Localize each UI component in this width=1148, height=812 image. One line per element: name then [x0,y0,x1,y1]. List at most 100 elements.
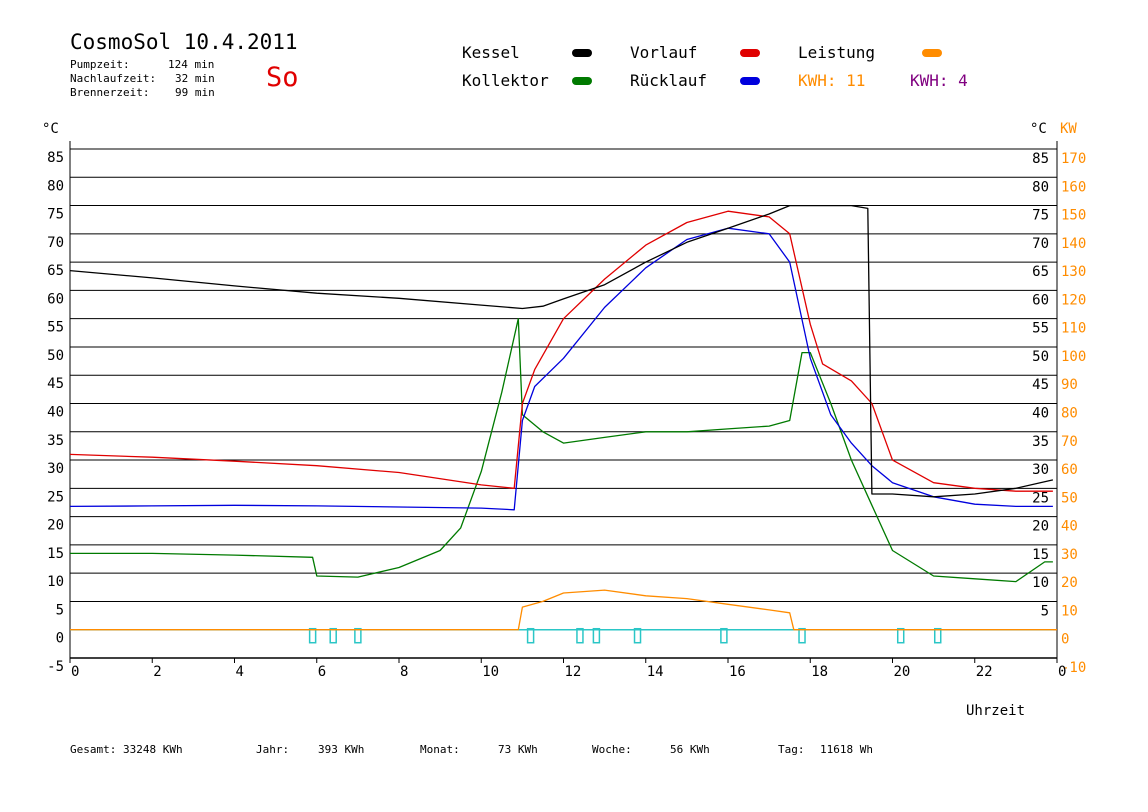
page-title: CosmoSol 10.4.2011 [70,30,298,54]
stat-pumpzeit: Pumpzeit: 124 min [70,58,214,71]
y-tick-label-right-kw: 70 [1061,434,1078,450]
stat-value: 124 min [168,58,215,71]
stat-label: Nachlaufzeit: [70,72,157,85]
y-tick-label-right-c: 65 [1032,264,1049,280]
y-tick-label-right-kw: 160 [1061,179,1086,195]
legend-vorlauf-swatch [740,49,760,57]
marker-bar [633,627,642,644]
x-tick-label: 18 [811,664,828,680]
y-tick-label-right-kw: 110 [1061,321,1086,337]
stat-value: 99 min [175,86,215,99]
y-tick-label-right-c: 35 [1032,434,1049,450]
y-tick-label-left: 5 [56,602,64,618]
y-tick-label-right-c: 45 [1032,377,1049,393]
y-tick-label-right-c: 40 [1032,406,1049,422]
y-tick-label-right-c: 60 [1032,292,1049,308]
footer-value: 393 KWh [318,743,365,756]
y-tick-label-right-kw: 10 [1061,603,1078,619]
y-tick-label-left: 30 [47,461,64,477]
x-tick-label: 16 [729,664,746,680]
footer-jahr: Jahr: 393 KWh [256,743,364,756]
y-tick-label-left: 40 [47,405,64,421]
x-tick-label: 14 [647,664,664,680]
y-tick-label-left: 50 [47,348,64,364]
footer-value: 11618 Wh [820,743,873,756]
marker-bar [896,627,905,644]
series-line-kessel [69,204,1054,498]
footer-label: Tag: [778,743,805,756]
footer-value: 33248 KWh [122,743,183,756]
y-tick-label-left: 75 [47,207,64,223]
legend-ruecklauf-swatch [740,77,760,85]
marker-bar [798,627,806,644]
marker-bar [576,627,584,644]
x-tick-label: 20 [894,664,911,680]
y-tick-label-right-kw: 140 [1061,236,1086,252]
y-tick-label-right-c: 5 [1041,603,1049,619]
y-tick-label-right-c: 10 [1032,575,1049,591]
y-tick-label-left: 45 [47,376,64,392]
y-tick-label-right-kw: 30 [1061,547,1078,563]
y-tick-label-left: 60 [47,291,64,307]
footer-label: Gesamt: [70,743,117,756]
marker-bar [720,627,728,644]
marker-bar [354,627,362,644]
stat-brennerzeit: Brennerzeit: 99 min [70,86,215,99]
stat-label: Pumpzeit: [70,58,130,71]
y-tick-label-left: 10 [47,574,64,590]
y-tick-label-left: 70 [47,235,64,251]
y-tick-label-right-kw: 20 [1061,575,1078,591]
y-tick-label-left: 15 [47,546,64,562]
legend-kwh-leistung: KWH: 11 [798,71,866,90]
y-tick-label-right-kw: 40 [1061,519,1078,535]
series-line-ruecklauf [69,227,1053,511]
y-tick-label-right-c: 80 [1032,179,1049,195]
y-tick-label-right-kw: 0 [1061,632,1069,648]
y-tick-label-left: 25 [47,489,64,505]
y-tick-label-left: 55 [47,320,64,336]
x-tick-label: 8 [400,664,408,680]
y-tick-label-right-kw: 90 [1061,377,1078,393]
marker-bar [308,627,317,644]
y-tick-label-right-c: 20 [1032,519,1049,535]
legend-kollektor-swatch [572,77,592,85]
y-tick-label-right-kw: 150 [1061,208,1086,224]
y-tick-label-right-kw: 130 [1061,264,1086,280]
y-tick-label-left: 35 [47,433,64,449]
legend-leistung-swatch [922,49,942,57]
footer-label: Woche: [592,743,632,756]
footer-monat: Monat: 73 KWh [420,743,538,756]
y-axis-unit-right-kw: KW [1060,121,1077,137]
y-tick-label-right-kw: 80 [1061,406,1078,422]
legend-kwh-secondary: KWH: 4 [910,71,968,90]
y-tick-label-left: 80 [47,178,64,194]
series-line-kollektor [70,318,1053,583]
stat-value: 32 min [175,72,215,85]
x-tick-label: 22 [976,664,993,680]
y-tick-label-right-c: 50 [1032,349,1049,365]
y-tick-label-right-c: 30 [1032,462,1049,478]
footer-woche: Woche: 56 KWh [592,743,710,756]
marker-bar [526,627,535,644]
y-tick-label-right-c: 15 [1032,547,1049,563]
y-tick-label-left: 20 [47,518,64,534]
x-tick-label: 0 [1058,664,1066,680]
y-tick-label-right-kw: 120 [1061,292,1086,308]
legend-kollektor-label: Kollektor [462,71,549,90]
footer-gesamt: Gesamt: 33248 KWh [70,743,183,756]
legend-kessel-label: Kessel [462,43,520,62]
stat-label: Brennerzeit: [70,86,150,99]
x-tick-label: 6 [318,664,326,680]
stat-nachlaufzeit: Nachlaufzeit: 32 min [70,72,215,85]
y-tick-label-right-kw: 170 [1061,151,1086,167]
x-tick-label: 10 [482,664,499,680]
x-axis-label: Uhrzeit [966,703,1025,719]
footer-label: Jahr: [256,743,290,756]
y-tick-label-right-c: 70 [1032,236,1049,252]
y-tick-label-left: 65 [47,263,64,279]
y-tick-label-right-c: 75 [1032,208,1049,224]
y-tick-label-right-kw: -10 [1061,660,1086,676]
x-tick-label: 12 [565,664,582,680]
x-tick-label: 0 [71,664,79,680]
y-tick-label-right-kw: 100 [1061,349,1086,365]
